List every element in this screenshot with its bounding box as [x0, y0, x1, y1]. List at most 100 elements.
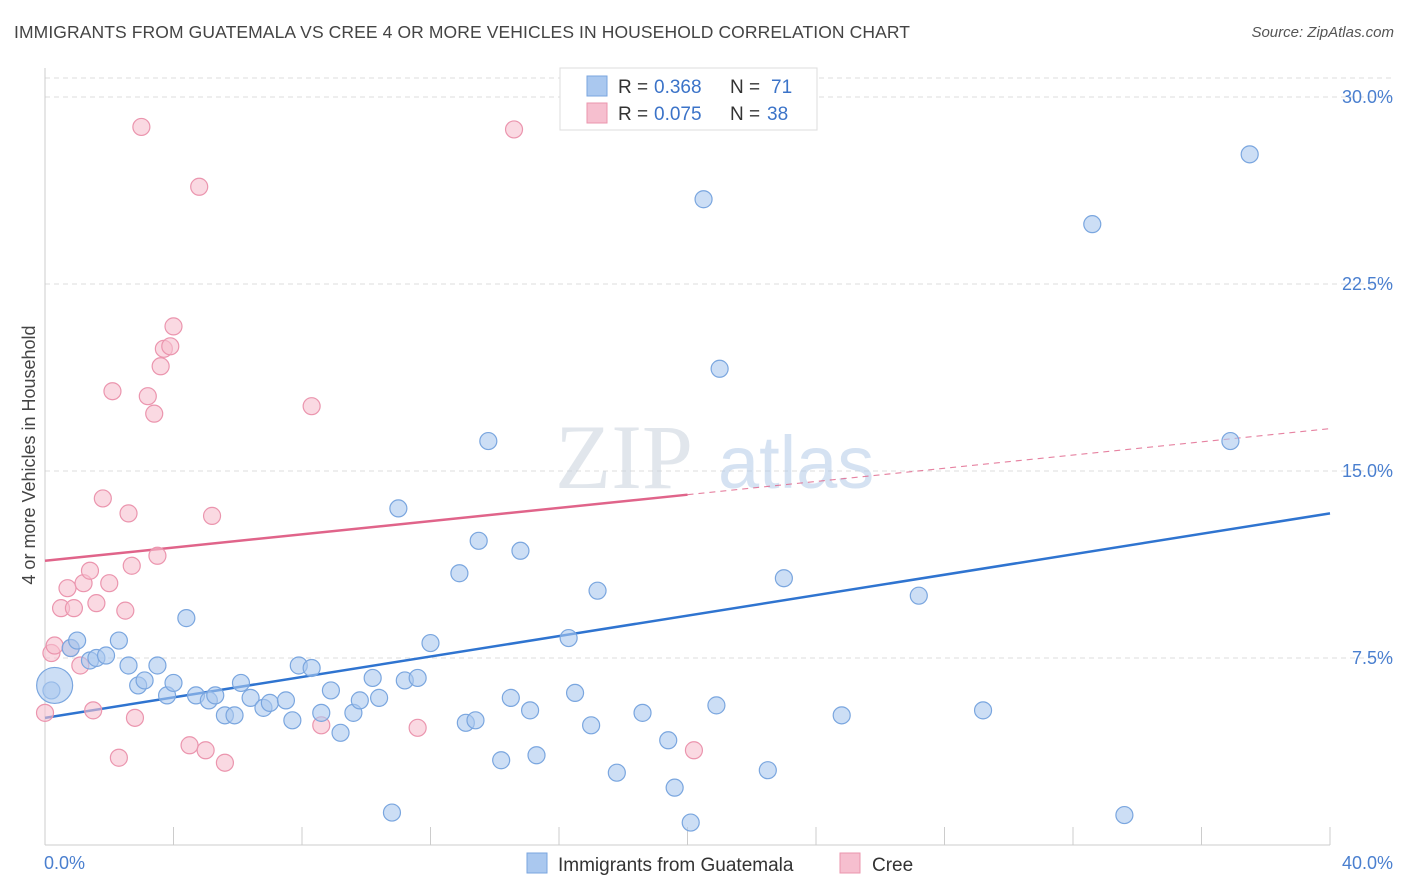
legend-r-label-2: R =	[618, 104, 648, 125]
guatemala-point	[276, 691, 296, 710]
cree-point	[84, 701, 103, 720]
watermark-zip: ZIP	[555, 406, 693, 508]
guatemala-point	[973, 701, 993, 720]
guatemala-point	[565, 683, 585, 703]
guatemala-point	[694, 190, 713, 209]
guatemala-point	[582, 716, 601, 735]
chart-source: Source: ZipAtlas.com	[1251, 24, 1394, 41]
cree-point	[684, 741, 704, 760]
cree-point	[408, 718, 427, 737]
cree-point	[138, 387, 157, 406]
guatemala-point	[331, 723, 350, 742]
legend-swatch-pink	[586, 102, 608, 124]
guatemala-point	[479, 431, 498, 451]
y-tick-label: 7.5%	[1352, 648, 1393, 668]
cree-point	[45, 636, 64, 655]
cree-point	[80, 561, 100, 580]
cree-point	[164, 317, 183, 336]
watermark: ZIP atlas	[555, 406, 874, 508]
cree-point	[103, 382, 122, 401]
cree-point	[302, 397, 321, 416]
cree-point	[119, 504, 138, 523]
bottom-legend-label-1: Immigrants from Guatemala	[558, 855, 794, 876]
guatemala-point	[710, 359, 729, 378]
guatemala-point	[681, 813, 700, 832]
y-axis-label: 4 or more Vehicles in Household	[19, 325, 39, 584]
guatemala-point	[408, 668, 427, 688]
guatemala-point	[225, 706, 244, 725]
guatemala-point	[588, 581, 607, 600]
guatemala-point	[469, 531, 488, 550]
legend-n-label-2: N =	[730, 104, 760, 125]
bottom-legend-swatch-pink	[839, 852, 861, 874]
cree-point	[196, 741, 215, 760]
legend-r-value-1: 0.368	[654, 77, 702, 98]
chart-title: IMMIGRANTS FROM GUATEMALA VS CREE 4 OR M…	[14, 22, 911, 42]
cree-point	[145, 404, 164, 423]
cree-point	[35, 703, 55, 722]
guatemala-point	[68, 631, 87, 650]
guatemala-point	[758, 761, 777, 780]
guatemala-point	[96, 646, 116, 665]
legend-n-value-2: 38	[767, 104, 788, 125]
cree-point	[190, 177, 209, 196]
guatemala-point	[177, 609, 196, 628]
guatemala-point	[321, 681, 341, 700]
watermark-atlas: atlas	[718, 421, 874, 504]
guatemala-point	[109, 631, 128, 650]
cree-trend-line-dashed	[687, 428, 1331, 496]
guatemala-point	[501, 688, 520, 707]
guatemala-point	[707, 696, 726, 715]
guatemala-point	[164, 673, 183, 693]
guatemala-point	[382, 803, 402, 822]
bottom-legend-swatch-blue	[526, 852, 548, 874]
guatemala-point	[659, 731, 678, 750]
guatemala-point	[607, 763, 626, 782]
x-tick-label-min: 0.0%	[44, 853, 85, 873]
cree-point	[109, 748, 128, 767]
data-points	[35, 117, 1259, 832]
legend: R = 0.368 N = 71 R = 0.075 N = 38	[559, 67, 818, 131]
guatemala-point	[466, 711, 485, 730]
y-tick-label: 15.0%	[1342, 461, 1393, 481]
cree-point	[125, 708, 145, 727]
guatemala-point	[241, 688, 260, 707]
guatemala-point	[492, 751, 511, 770]
guatemala-point	[450, 564, 469, 583]
guatemala-point	[135, 671, 154, 690]
legend-r-value-2: 0.075	[654, 104, 702, 125]
guatemala-point	[283, 711, 302, 730]
cree-point	[180, 736, 199, 755]
cree-point	[132, 117, 151, 137]
cree-point	[93, 489, 112, 508]
legend-n-value-1: 71	[771, 77, 792, 98]
guatemala-point	[421, 633, 440, 653]
cree-point	[122, 556, 141, 575]
y-tick-labels: 7.5% 15.0% 22.5% 30.0%	[1342, 87, 1393, 668]
guatemala-point	[832, 706, 851, 725]
cree-point	[100, 574, 119, 593]
cree-point	[161, 337, 180, 356]
legend-r-label-1: R =	[618, 77, 648, 98]
y-tick-label: 22.5%	[1342, 274, 1393, 294]
guatemala-point	[363, 668, 382, 688]
cree-point	[116, 601, 135, 620]
cree-trend-line-solid	[44, 493, 688, 563]
guatemala-point	[231, 673, 251, 693]
guatemala-point	[909, 586, 928, 605]
bottom-legend: Immigrants from Guatemala Cree	[526, 852, 913, 876]
guatemala-point	[1115, 805, 1134, 825]
guatemala-point	[350, 691, 369, 710]
legend-n-label-1: N =	[730, 77, 760, 98]
guatemala-point	[527, 746, 546, 765]
y-tick-label: 30.0%	[1342, 87, 1393, 107]
cree-point	[202, 506, 222, 525]
cree-point	[87, 594, 106, 613]
legend-swatch-blue	[586, 75, 608, 97]
guatemala-point	[302, 658, 321, 678]
cree-point	[151, 357, 170, 376]
cree-point	[64, 599, 84, 618]
cree-point	[148, 546, 167, 565]
guatemala-trend-line	[44, 512, 1331, 720]
